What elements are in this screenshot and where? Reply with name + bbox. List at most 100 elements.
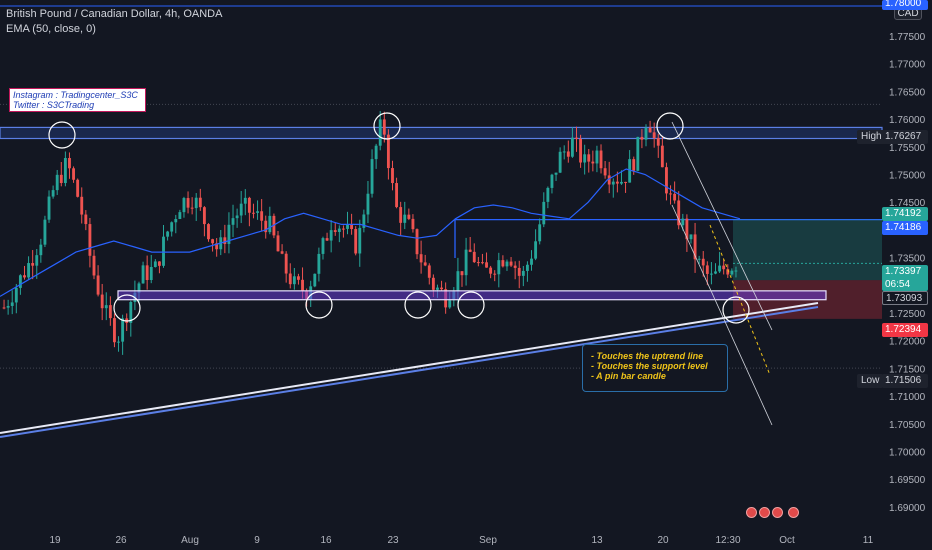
candle-body <box>153 261 157 267</box>
candle-body <box>517 267 521 276</box>
candle-body <box>472 251 476 263</box>
candle-body <box>23 275 26 278</box>
y-tick-label: 1.69000 <box>889 503 926 514</box>
candle-body <box>297 276 300 280</box>
candle-body <box>178 212 182 220</box>
candle-body <box>27 263 31 278</box>
note-line: - A pin bar candle <box>591 371 666 381</box>
event-flag-icon[interactable] <box>759 507 770 518</box>
candle-body <box>648 127 652 133</box>
candle-body <box>202 207 206 225</box>
candle-body <box>329 230 333 241</box>
x-tick-label: 20 <box>657 535 669 546</box>
low-price-tag: 1.71506 <box>882 374 928 388</box>
candle-body <box>403 214 407 223</box>
candle-body <box>485 262 488 268</box>
candle-body <box>6 305 10 308</box>
note-line: - Touches the uptrend line <box>591 351 704 361</box>
y-tick-label: 1.72000 <box>889 337 926 348</box>
candle-body <box>660 145 664 168</box>
candle-body <box>644 127 648 140</box>
candle-body <box>460 271 464 276</box>
candle-body <box>575 137 578 139</box>
ema-line <box>0 168 741 297</box>
candle-body <box>620 181 623 184</box>
candle-body <box>505 261 509 267</box>
candle-body <box>530 258 533 265</box>
candle-body <box>656 138 660 146</box>
highlight-circle <box>305 291 333 319</box>
candle-body <box>2 307 6 309</box>
candle-body <box>231 218 235 225</box>
high-label: High <box>857 130 886 144</box>
candle-body <box>395 183 399 208</box>
candle-body <box>198 197 202 208</box>
y-tick-label: 1.70500 <box>889 420 926 431</box>
candle-body <box>468 249 472 252</box>
event-flag-icon[interactable] <box>788 507 799 518</box>
candle-body <box>493 273 497 275</box>
x-tick-label: 11 <box>863 535 874 546</box>
candle-body <box>47 196 51 220</box>
candle-body <box>709 273 713 275</box>
x-tick-label: 12:30 <box>715 535 740 546</box>
candle-body <box>92 255 96 276</box>
candle-body <box>431 277 435 290</box>
candle-body <box>366 193 370 215</box>
candle-body <box>603 168 607 176</box>
candle-body <box>43 219 47 245</box>
candle-body <box>104 305 108 309</box>
candle-body <box>550 174 554 188</box>
candle-body <box>268 215 272 233</box>
y-tick-label: 1.76500 <box>889 87 926 98</box>
candle-body <box>14 287 18 303</box>
candle-body <box>705 265 709 274</box>
candle-body <box>207 224 210 240</box>
candle-body <box>673 193 677 201</box>
candle-body <box>117 341 120 343</box>
y-tick-label: 1.69500 <box>889 475 926 486</box>
candle-body <box>170 222 174 232</box>
candle-body <box>407 214 411 219</box>
candle-body <box>18 275 22 288</box>
candle-body <box>96 275 100 295</box>
candle-body <box>276 235 280 252</box>
candle-body <box>260 211 264 221</box>
instagram-label: Instagram : Tradingcenter_S3C <box>13 90 138 100</box>
candle-body <box>640 136 644 140</box>
candle-body <box>190 207 194 209</box>
social-links-box: Instagram : Tradingcenter_S3C Twitter : … <box>9 88 146 112</box>
y-tick-label: 1.76000 <box>889 115 926 126</box>
candle-body <box>595 150 599 164</box>
candle-body <box>68 158 71 169</box>
candle-body <box>166 231 170 237</box>
take-profit-tag: 1.74192 <box>882 207 928 221</box>
highlight-circle <box>404 291 432 319</box>
candle-body <box>256 211 259 213</box>
candle-body <box>701 258 705 266</box>
candle-body <box>521 270 525 276</box>
candle-body <box>59 174 63 184</box>
candle-body <box>525 264 529 271</box>
low-label: Low <box>857 374 884 388</box>
ema-indicator-label[interactable]: EMA (50, close, 0) <box>6 23 96 35</box>
candle-body <box>611 181 615 185</box>
candle-body <box>227 224 231 244</box>
uptrend-line <box>0 302 819 434</box>
candle-body <box>481 262 484 264</box>
candle-body <box>63 158 67 184</box>
candle-countdown: 06:54 <box>885 279 911 290</box>
candle-body <box>141 265 145 284</box>
take-profit-zone <box>733 219 882 281</box>
candle-body <box>149 266 153 280</box>
candle-body <box>607 175 611 185</box>
candle-body <box>186 198 190 208</box>
event-flag-icon[interactable] <box>746 507 757 518</box>
candle-body <box>317 253 321 274</box>
high-price-tag: 1.76267 <box>882 130 928 144</box>
candle-body <box>55 174 59 191</box>
highlight-circle <box>113 294 141 322</box>
event-flag-icon[interactable] <box>772 507 783 518</box>
highlight-circle <box>373 112 401 140</box>
